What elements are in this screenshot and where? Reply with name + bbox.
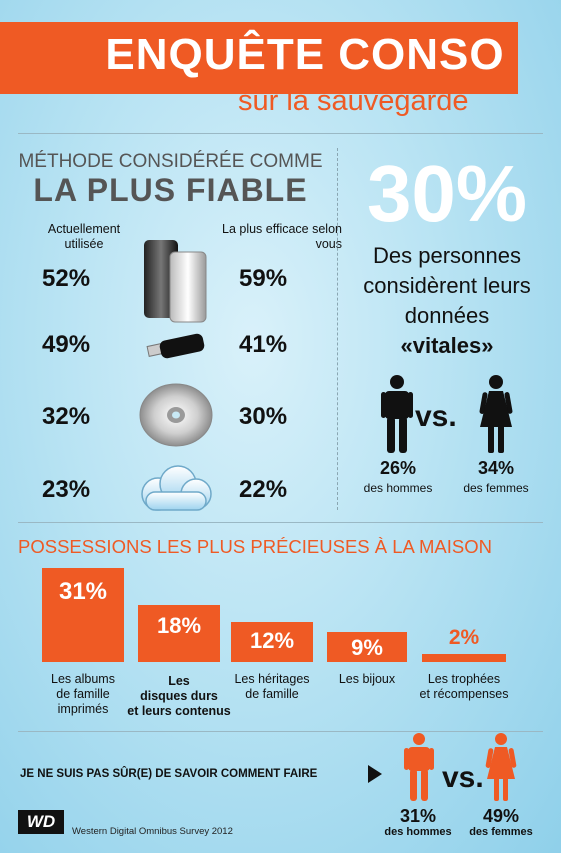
column-header-best: La plus efficace selon vous	[222, 222, 342, 251]
bar-label-trophies: Les trophées et récompenses	[419, 672, 509, 701]
divider-middle	[18, 522, 543, 523]
divider-top	[18, 133, 543, 134]
bar-value: 18%	[156, 613, 202, 638]
page-subtitle: sur la sauvegarde	[238, 85, 469, 117]
bar-label-albums: Les albums de famille imprimés	[51, 672, 115, 716]
method-current-pct: 23%	[42, 476, 91, 503]
section-divider	[337, 148, 338, 510]
wd-logo: WD	[18, 810, 64, 834]
bar-albums: 31%	[42, 568, 124, 662]
divider-bottom	[18, 731, 543, 732]
method-heading-line1: MÉTHODE CONSIDÉRÉE COMME	[18, 151, 323, 172]
woman-icon	[479, 375, 513, 453]
bar-value: 9%	[351, 635, 383, 660]
unsure-statement: JE NE SUIS PAS SÛR(E) DE SAVOIR COMMENT …	[20, 768, 318, 780]
arrow-right-icon	[368, 765, 382, 783]
bar-jewelry: 9%	[327, 632, 407, 662]
vital-text: Des personnes considèrent leurs données	[363, 243, 531, 328]
men-label: des hommes	[363, 481, 433, 495]
method-current-pct: 32%	[42, 403, 91, 430]
bar-value: 12%	[249, 628, 295, 653]
bar-label-heritage: Les héritages de famille	[234, 672, 310, 701]
vital-emphasis: «vitales»	[400, 333, 494, 358]
possessions-heading: POSSESSIONS LES PLUS PRÉCIEUSES À LA MAI…	[18, 536, 492, 557]
vital-statement: Des personnes considèrent leurs données …	[342, 241, 552, 361]
vs-label: vs.	[442, 761, 484, 794]
usb-key-icon	[146, 333, 205, 359]
men-pct: 26%	[379, 458, 417, 478]
cd-dvd-icon	[139, 383, 213, 447]
unsure-men-pct: 31%	[399, 806, 437, 826]
man-icon	[381, 375, 413, 453]
survey-source: Western Digital Omnibus Survey 2012	[72, 826, 233, 837]
cloud-icon	[141, 465, 212, 511]
external-hard-drive-icon	[144, 240, 207, 323]
vs-label: vs.	[415, 400, 457, 433]
women-pct: 34%	[477, 458, 515, 478]
bar-value: 31%	[58, 578, 108, 605]
column-header-current: Actuellement utilisée	[47, 222, 121, 251]
method-best-pct: 59%	[239, 265, 288, 292]
method-best-pct: 41%	[239, 331, 288, 358]
unsure-men-label: des hommes	[384, 826, 452, 838]
page-title: ENQUÊTE CONSO	[105, 30, 505, 79]
method-current-pct: 49%	[42, 331, 91, 358]
unsure-women-pct: 49%	[482, 806, 520, 826]
method-current-pct: 52%	[42, 265, 91, 292]
woman-icon-orange	[485, 733, 517, 801]
bar-heritage: 12%	[231, 622, 313, 662]
bar-disks: 18%	[138, 605, 220, 662]
method-best-pct: 22%	[239, 476, 288, 503]
man-icon-orange	[404, 733, 434, 801]
bar-label-jewelry: Les bijoux	[338, 672, 396, 686]
bar-trophies	[422, 654, 506, 662]
unsure-women-label: des femmes	[469, 826, 533, 838]
headline-percentage: 30%	[366, 149, 528, 238]
title-bar	[0, 22, 518, 94]
bar-value: 2%	[448, 626, 480, 649]
method-heading-line2: LA PLUS FIABLE	[33, 172, 308, 208]
method-best-pct: 30%	[239, 403, 288, 430]
bar-label-disks: Les disques durs et leurs contenus	[127, 674, 231, 718]
women-label: des femmes	[463, 481, 529, 495]
